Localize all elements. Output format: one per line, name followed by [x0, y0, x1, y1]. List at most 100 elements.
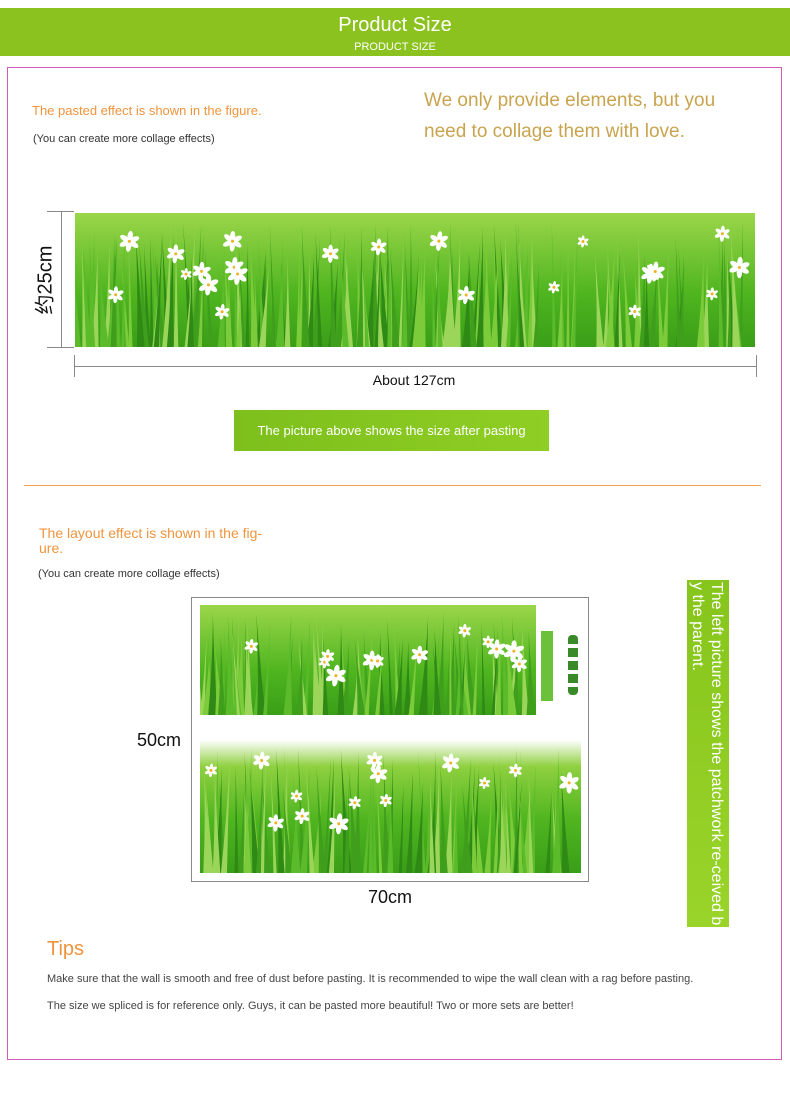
grass-blade — [484, 792, 492, 873]
grass-blade — [269, 225, 277, 347]
grass-blade — [338, 232, 349, 347]
grass-blade — [203, 764, 213, 873]
grass-blade — [603, 252, 609, 347]
grass-blade — [375, 630, 384, 715]
grass-blade — [528, 764, 536, 873]
grass-blade — [472, 617, 479, 715]
flower-icon — [442, 753, 460, 773]
flower-icon — [267, 814, 284, 832]
side-caption: The left picture shows the patchwork re-… — [689, 582, 725, 926]
grass-blade — [493, 753, 500, 873]
grass-blade — [474, 791, 483, 873]
grass-blade — [149, 235, 154, 347]
grass-blade — [427, 789, 437, 873]
grass-blade — [728, 261, 736, 347]
page-title: Product Size — [338, 14, 452, 36]
flower-icon — [192, 261, 211, 281]
grass-blade — [231, 612, 240, 715]
grass-blade — [462, 620, 472, 715]
grass-blade — [447, 618, 452, 715]
grass-blade — [509, 647, 519, 715]
grass-blade — [436, 232, 443, 347]
flower-icon — [244, 639, 259, 654]
width-dimension-line — [75, 366, 756, 367]
grass-blade — [249, 767, 261, 873]
grass-blade — [622, 248, 632, 347]
grass-blade — [245, 241, 250, 347]
grass-blade — [227, 264, 233, 347]
grass-blade — [398, 784, 404, 873]
grass-blade — [506, 250, 513, 347]
grass-blade — [152, 240, 162, 347]
grass-blade — [356, 225, 364, 347]
grass-blade — [418, 614, 429, 715]
flower-icon — [119, 230, 140, 252]
grass-blade — [231, 623, 242, 715]
grass-blade — [257, 236, 266, 347]
grass-blade — [301, 224, 310, 347]
flower-icon — [503, 640, 525, 663]
grass-blade — [414, 782, 424, 873]
grass-blade — [282, 788, 293, 873]
grass-blade — [190, 222, 202, 347]
layout-effect-heading: The layout effect is shown in the fig- u… — [39, 525, 263, 556]
grass-blade — [298, 220, 304, 347]
grass-blade — [508, 775, 520, 873]
flower-icon — [548, 281, 560, 294]
layout-effect-note: (You can create more collage effects) — [38, 568, 220, 580]
flower-icon — [321, 649, 335, 664]
grass-blade — [290, 766, 299, 873]
grass-blade — [533, 263, 539, 347]
grass-blade — [166, 233, 174, 347]
grass-blade — [481, 238, 489, 347]
grass-blade — [128, 226, 133, 347]
grass-blade — [306, 252, 315, 347]
grass-blade — [336, 231, 345, 347]
size-caption: The picture above shows the size after p… — [257, 423, 526, 438]
flower-icon — [511, 655, 528, 673]
pasted-effect-note: (You can create more collage effects) — [33, 133, 215, 145]
grass-blade — [353, 749, 361, 873]
grass-blade — [296, 635, 304, 715]
grass-blade — [405, 770, 413, 873]
grass-blade — [432, 263, 436, 347]
flower-icon — [227, 263, 248, 285]
grass-blade — [476, 226, 484, 347]
flower-icon — [222, 230, 242, 252]
grass-blade — [259, 751, 266, 873]
grass-blade — [254, 264, 258, 347]
grass-blade — [234, 765, 239, 873]
grass-blade — [258, 263, 269, 347]
flower-icon — [294, 808, 310, 825]
flower-icon — [348, 796, 361, 810]
grass-blade — [527, 219, 533, 347]
grass-blade — [701, 260, 710, 347]
flower-icon — [290, 789, 303, 803]
grass-blade — [153, 234, 163, 347]
grass-blade — [557, 260, 563, 347]
grass-blade — [360, 252, 371, 347]
grass-blade — [393, 613, 401, 715]
grass-blade — [471, 765, 478, 873]
grass-blade — [518, 779, 527, 873]
flower-icon — [478, 776, 491, 790]
grass-blade — [452, 233, 461, 347]
grass-blade — [505, 625, 517, 715]
flower-icon — [645, 261, 665, 282]
grass-blade — [718, 219, 724, 347]
grass-blade — [87, 226, 96, 347]
grass-blade — [348, 766, 360, 873]
grass-blade — [217, 238, 225, 347]
flower-icon — [508, 763, 523, 778]
grass-blade — [107, 236, 117, 347]
grass-blade — [340, 747, 352, 873]
grass-blade — [490, 239, 499, 347]
grass-blade — [398, 239, 404, 347]
grass-blade — [316, 766, 326, 873]
flower-icon — [559, 772, 579, 794]
grass-sticker-image — [75, 213, 755, 347]
grass-blade — [368, 770, 374, 873]
grass-blade — [121, 227, 125, 347]
tips-title: Tips — [47, 938, 85, 960]
side-caption-banner: The left picture shows the patchwork re-… — [687, 580, 729, 927]
